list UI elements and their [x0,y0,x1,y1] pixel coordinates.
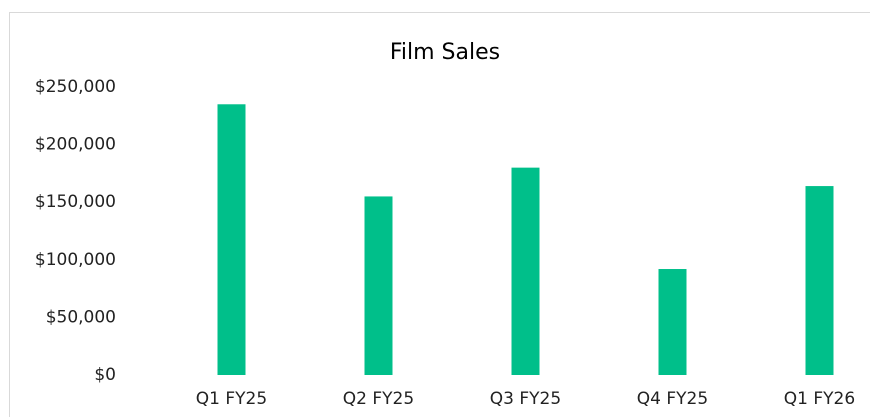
bar [658,269,687,375]
y-tick-label: $200,000 [35,135,116,155]
y-tick-label: $150,000 [35,192,116,212]
x-tick-label: Q2 FY25 [343,389,414,409]
bar [364,196,393,375]
y-tick-label: $0 [94,365,116,385]
x-tick-label: Q1 FY25 [196,389,267,409]
bar [217,104,246,375]
x-tick-label: Q3 FY25 [490,389,561,409]
chart-title: Film Sales [390,40,500,65]
bar [511,167,540,375]
x-tick-label: Q4 FY25 [637,389,708,409]
bar [805,186,834,375]
x-tick-label: Q1 FY26 [784,389,855,409]
chart-border [9,12,870,417]
y-tick-label: $50,000 [46,307,116,327]
y-tick-label: $250,000 [35,77,116,97]
y-tick-label: $100,000 [35,250,116,270]
